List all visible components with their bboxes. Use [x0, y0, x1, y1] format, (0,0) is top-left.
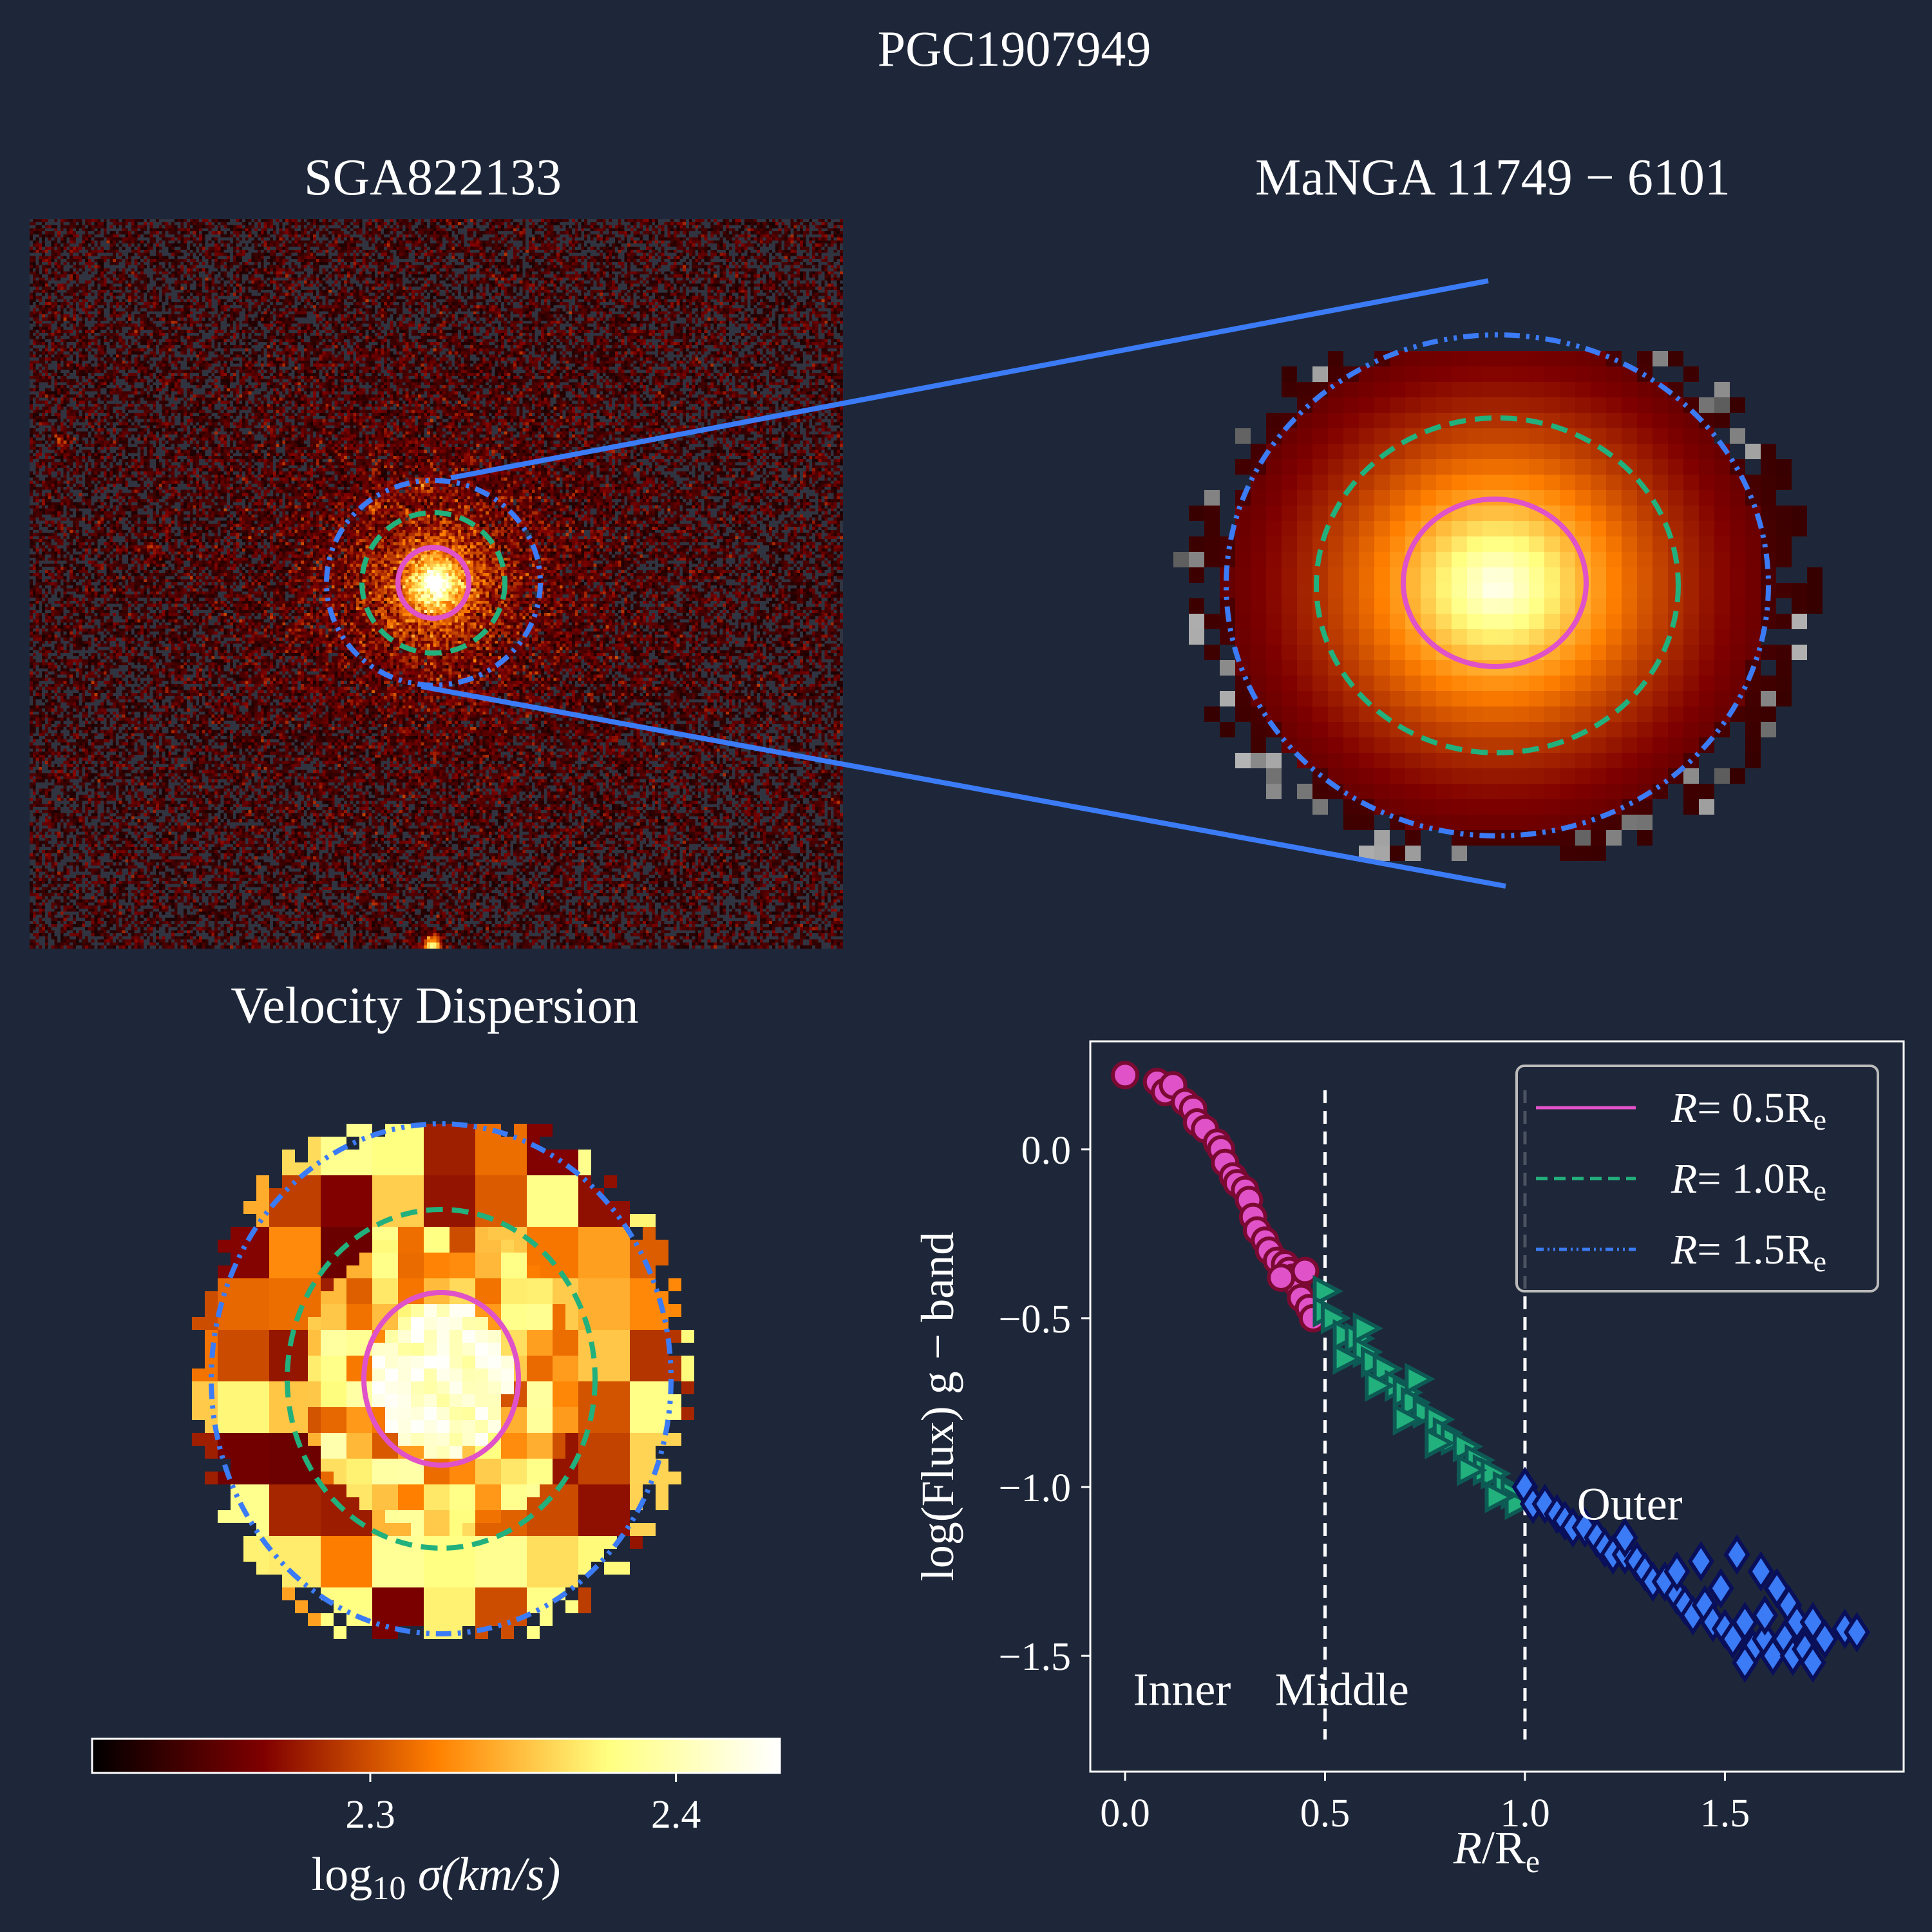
vdisp-ellipse-1.5re — [209, 1121, 674, 1636]
x-tick-label: 0.0 — [1100, 1792, 1150, 1835]
x-tick-label: 1.0 — [1500, 1792, 1550, 1835]
colorbar-ticks: 2.3 2.4 — [345, 1773, 701, 1837]
vdisp-panel-title: Velocity Dispersion — [231, 978, 638, 1034]
data-point-inner — [1291, 1256, 1320, 1285]
y-tick-label: −0.5 — [999, 1298, 1071, 1341]
data-point-middle — [1365, 1369, 1396, 1402]
figure-title: PGC1907949 — [878, 21, 1151, 77]
legend-label: R= 0.5Re — [1671, 1084, 1826, 1136]
manga-ellipse-1.5re — [1224, 332, 1771, 838]
data-point-middle — [1392, 1403, 1424, 1436]
data-point-outer — [1747, 1551, 1774, 1592]
vdisp-ellipse-1.0re — [285, 1207, 598, 1551]
data-point-middle — [1352, 1312, 1384, 1345]
axis-ticks: 0.0 0.5 1.0 1.5 0.0 −0.5 −1.0 −1.5 — [999, 1129, 1750, 1835]
region-label-outer: Outer — [1577, 1478, 1683, 1530]
y-tick-label: −1.0 — [999, 1466, 1071, 1510]
y-tick-label: −1.5 — [999, 1635, 1071, 1679]
flux-profile-chart: 0.0 0.5 1.0 1.5 0.0 −0.5 −1.0 −1.5 Inner Middle O… — [912, 1040, 1905, 1879]
data-point-outer — [1611, 1517, 1638, 1558]
colorbar — [91, 1738, 781, 1774]
data-point-middle — [1484, 1481, 1515, 1513]
sga-ellipse-0.5re — [395, 545, 471, 621]
region-label-middle: Middle — [1275, 1664, 1409, 1716]
legend: R= 0.5Re R= 1.0Re R= 1.5Re — [1515, 1065, 1879, 1293]
data-point-outer — [1731, 1602, 1759, 1643]
data-point-outer — [1663, 1551, 1690, 1592]
x-axis-label: R/Re — [1453, 1822, 1540, 1879]
chart-frame — [1089, 1040, 1905, 1773]
data-point-outer — [1843, 1611, 1870, 1653]
colorbar-label: log10 σ(km/s) — [312, 1848, 560, 1907]
manga-flux-map — [1158, 351, 1838, 861]
data-point-outer — [1707, 1567, 1734, 1609]
data-point-middle — [1425, 1426, 1455, 1459]
data-points — [1111, 1061, 1870, 1683]
sga-ellipse-1.0re — [359, 510, 507, 656]
manga-ellipse-0.5re — [1401, 497, 1589, 669]
colorbar-tick-label: 2.3 — [345, 1793, 395, 1837]
data-point-outer — [1687, 1540, 1714, 1582]
velocity-dispersion-map — [166, 1124, 720, 1639]
data-point-middle — [1332, 1342, 1363, 1375]
vdisp-ellipse-0.5re — [361, 1290, 521, 1468]
data-point-outer — [1751, 1595, 1779, 1636]
legend-label: R= 1.5Re — [1671, 1226, 1826, 1278]
region-annotations: Inner Middle Outer — [1133, 1478, 1682, 1715]
sga-galaxy-image — [30, 219, 843, 949]
zoom-connector-top — [450, 278, 1489, 480]
sga-ellipse-1.5re — [324, 478, 543, 688]
x-tick-label: 0.5 — [1300, 1792, 1350, 1835]
legend-label: R= 1.0Re — [1671, 1155, 1826, 1207]
x-tick-label: 1.5 — [1700, 1792, 1750, 1835]
legend-box — [1515, 1065, 1879, 1293]
manga-panel-title: MaNGA 11749 − 6101 — [1255, 149, 1730, 206]
data-point-inner — [1267, 1263, 1296, 1292]
sga-panel-title: SGA822133 — [304, 149, 562, 206]
data-point-outer — [1731, 1642, 1759, 1683]
data-point-middle — [1405, 1363, 1435, 1396]
manga-ellipse-1.0re — [1314, 415, 1681, 755]
y-axis-label: log(Flux) g − band — [912, 1232, 963, 1582]
data-point-inner — [1111, 1061, 1140, 1090]
zoom-connector-bottom — [421, 684, 1506, 889]
data-point-middle — [1457, 1454, 1488, 1486]
data-point-middle — [1312, 1274, 1343, 1307]
data-point-outer — [1799, 1602, 1826, 1643]
region-label-inner: Inner — [1133, 1664, 1231, 1716]
y-tick-label: 0.0 — [1021, 1129, 1072, 1173]
data-point-outer — [1723, 1534, 1750, 1575]
colorbar-tick-label: 2.4 — [651, 1793, 701, 1837]
data-point-outer — [1799, 1642, 1826, 1683]
